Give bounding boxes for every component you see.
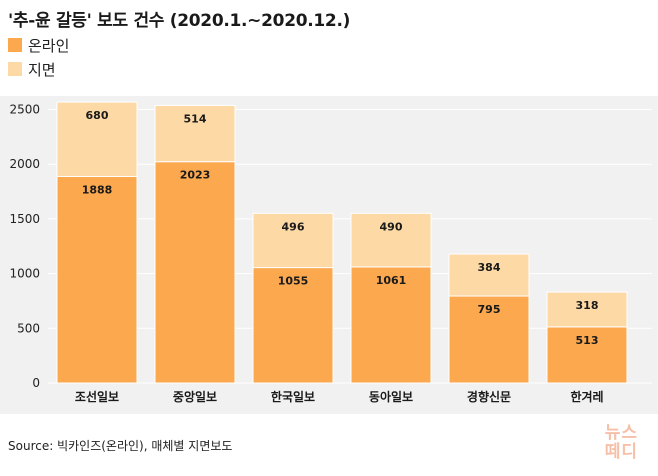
chart-title: '추-윤 갈등' 보도 건수 (2020.1.~2020.12.) (8, 11, 351, 31)
bar-segment-online (56, 175, 138, 384)
data-label: 680 (86, 109, 109, 122)
bar-segment-print (546, 291, 628, 328)
data-label: 496 (282, 220, 305, 233)
legend-item-online: 온라인 (8, 33, 69, 57)
data-label: 490 (380, 220, 403, 233)
bar-segment-print (154, 104, 236, 163)
x-tick-label: 중앙일보 (173, 390, 217, 404)
data-label: 795 (478, 303, 501, 316)
y-tick-label: 1500 (9, 212, 40, 226)
bar-segment-online (350, 266, 432, 384)
x-tick-label: 조선일보 (75, 389, 119, 404)
x-tick-label: 한겨레 (570, 389, 603, 404)
y-tick-label: 2000 (9, 157, 40, 171)
data-label: 1888 (82, 183, 113, 196)
y-tick-label: 500 (17, 321, 40, 335)
x-tick-label: 동아일보 (369, 389, 413, 404)
data-label: 384 (478, 261, 501, 274)
legend-label-print: 지면 (28, 60, 56, 79)
legend-swatch-print (8, 62, 22, 76)
data-label: 2023 (180, 169, 211, 182)
logo-line-2: 떼디 (604, 442, 638, 462)
logo-line-1: 뉴스 (604, 423, 638, 443)
legend: 온라인 지면 (8, 33, 69, 81)
bar-segment-online (546, 326, 628, 384)
x-tick-label: 경향신문 (467, 389, 511, 404)
bar-segment-print (56, 101, 138, 177)
bar-segment-online (448, 295, 530, 384)
bar-segment-print (252, 212, 334, 269)
source-note: Source: 빅카인즈(온라인), 매체별 지면보도 (8, 439, 233, 453)
y-tick-label: 2500 (9, 103, 40, 117)
data-label: 514 (184, 112, 207, 125)
legend-swatch-online (8, 38, 22, 52)
data-label: 318 (576, 299, 599, 312)
bar-segment-online (154, 161, 236, 384)
x-tick-label: 한국일보 (271, 389, 315, 404)
y-tick-label: 1000 (9, 267, 40, 281)
bar-segment-print (448, 253, 530, 297)
data-label: 1061 (376, 274, 407, 287)
news-logo: 뉴스 떼디 (605, 424, 638, 462)
legend-label-online: 온라인 (28, 36, 70, 55)
bar-segment-online (252, 267, 334, 384)
legend-item-print: 지면 (8, 57, 69, 81)
data-label: 1055 (278, 275, 309, 288)
data-label: 513 (576, 334, 599, 347)
y-tick-label: 0 (32, 376, 40, 390)
bar-segment-print (350, 212, 432, 268)
